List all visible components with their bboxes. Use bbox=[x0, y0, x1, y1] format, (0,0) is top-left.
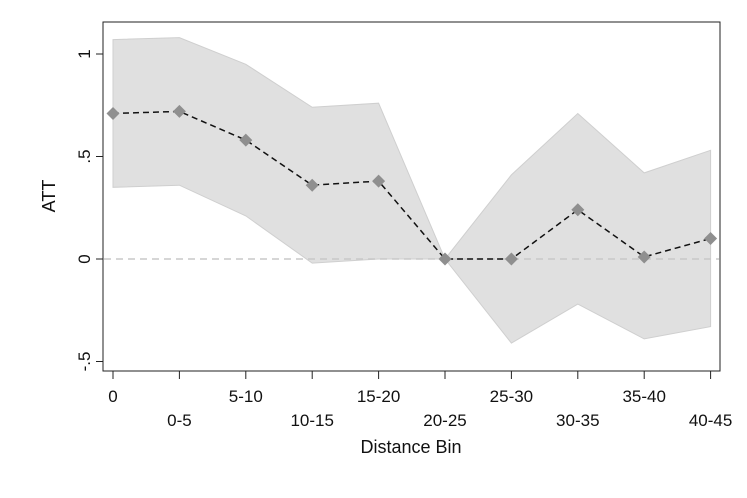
data-point-marker bbox=[305, 178, 319, 192]
y-tick-label: -.5 bbox=[75, 352, 94, 372]
confidence-band bbox=[112, 37, 712, 344]
x-tick-label: 20-25 bbox=[423, 411, 466, 430]
data-point-marker bbox=[438, 252, 452, 266]
x-tick-label: 40-45 bbox=[689, 411, 732, 430]
x-tick-label: 25-30 bbox=[490, 387, 533, 406]
att-markers bbox=[106, 104, 718, 266]
x-axis-title: Distance Bin bbox=[360, 437, 461, 457]
y-axis: -.5 0 .5 1 bbox=[75, 22, 104, 372]
data-point-marker bbox=[372, 174, 386, 188]
x-tick-label: 10-15 bbox=[290, 411, 333, 430]
att-series-line bbox=[112, 110, 711, 260]
data-point-marker bbox=[571, 203, 585, 217]
x-tick-label: 30-35 bbox=[556, 411, 599, 430]
y-tick-label: 1 bbox=[75, 49, 94, 58]
x-tick-label: 5-10 bbox=[229, 387, 263, 406]
x-axis: 0 0-5 5-10 10-15 15-20 20-25 25-30 30-35 35-40 40… bbox=[103, 370, 732, 430]
data-point-marker bbox=[504, 252, 518, 266]
data-point-marker bbox=[106, 106, 120, 120]
data-point-marker bbox=[239, 133, 253, 147]
data-point-marker bbox=[637, 250, 651, 264]
x-tick-label: 0 bbox=[108, 387, 117, 406]
x-tick-label: 0-5 bbox=[167, 411, 192, 430]
x-tick-label: 35-40 bbox=[622, 387, 665, 406]
data-point-marker bbox=[172, 104, 186, 118]
x-tick-label: 15-20 bbox=[357, 387, 400, 406]
y-axis-title: ATT bbox=[39, 180, 59, 213]
y-tick-label: .5 bbox=[75, 149, 94, 163]
y-tick-label: 0 bbox=[75, 254, 94, 263]
data-point-marker bbox=[704, 232, 718, 245]
